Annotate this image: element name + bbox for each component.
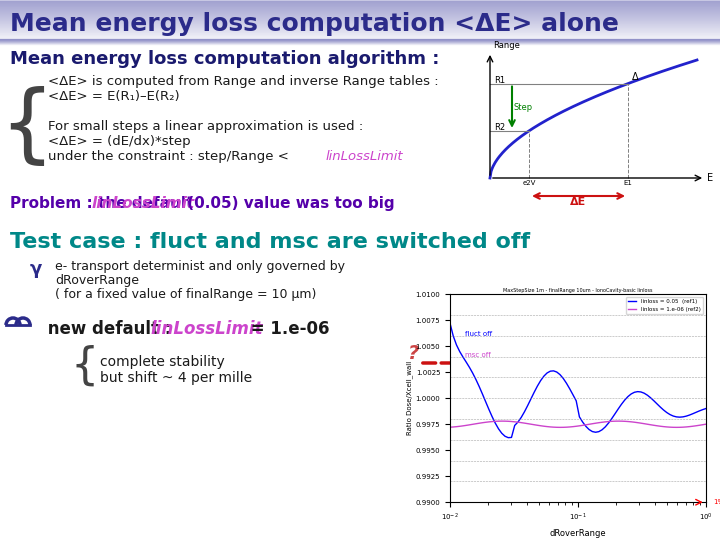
Text: Mean energy loss computation <ΔE> alone: Mean energy loss computation <ΔE> alone bbox=[10, 12, 619, 36]
Text: under the constraint : step/Range <: under the constraint : step/Range < bbox=[48, 150, 293, 163]
Text: e2V: e2V bbox=[523, 180, 536, 186]
Text: but shift ~ 4 per mille: but shift ~ 4 per mille bbox=[100, 371, 252, 385]
Text: e- transport determinist and only governed by: e- transport determinist and only govern… bbox=[55, 260, 345, 273]
Y-axis label: Ratio Dose/Xcell_wall: Ratio Dose/Xcell_wall bbox=[406, 361, 413, 435]
Text: Range: Range bbox=[493, 41, 520, 50]
Text: R2: R2 bbox=[494, 123, 505, 132]
Text: For small steps a linear approximation is used :: For small steps a linear approximation i… bbox=[48, 120, 364, 133]
Text: = 1.e-06: = 1.e-06 bbox=[245, 320, 330, 338]
Text: linLossLimit: linLossLimit bbox=[92, 196, 195, 211]
Text: 1%: 1% bbox=[714, 499, 720, 505]
Text: (0.05) value was too big: (0.05) value was too big bbox=[182, 196, 395, 211]
Text: new default :: new default : bbox=[42, 320, 177, 338]
Text: Problem : the default: Problem : the default bbox=[10, 196, 199, 211]
Text: linLossLimit: linLossLimit bbox=[150, 320, 263, 338]
Text: ΔE: ΔE bbox=[570, 197, 587, 207]
Text: <ΔE> = E(R₁)–E(R₂): <ΔE> = E(R₁)–E(R₂) bbox=[48, 90, 179, 103]
Text: linLossLimit: linLossLimit bbox=[326, 150, 404, 163]
Text: complete stability: complete stability bbox=[100, 355, 225, 369]
Text: dRoverRange: dRoverRange bbox=[55, 274, 139, 287]
Title: MaxStepSize 1m - finalRange 10um - IonoCavity-basic linloss: MaxStepSize 1m - finalRange 10um - IonoC… bbox=[503, 287, 652, 293]
X-axis label: dRoverRange: dRoverRange bbox=[549, 529, 606, 538]
Text: Test case : fluct and msc are switched off: Test case : fluct and msc are switched o… bbox=[10, 232, 530, 252]
Text: Δ: Δ bbox=[632, 72, 639, 82]
Text: γ: γ bbox=[30, 260, 42, 278]
Text: <ΔE> is computed from Range and inverse Range tables :: <ΔE> is computed from Range and inverse … bbox=[48, 75, 438, 88]
Text: Step: Step bbox=[514, 103, 533, 112]
Text: E: E bbox=[707, 173, 713, 183]
Text: ( for a fixed value of finalRange = 10 μm): ( for a fixed value of finalRange = 10 μ… bbox=[55, 288, 316, 301]
Text: E1: E1 bbox=[624, 180, 632, 186]
Text: <ΔE> = (dE/dx)*step: <ΔE> = (dE/dx)*step bbox=[48, 135, 191, 148]
Text: ?: ? bbox=[408, 344, 419, 363]
Text: msc off: msc off bbox=[464, 352, 490, 357]
Text: {: { bbox=[71, 345, 99, 388]
Text: Mean energy loss computation algorithm :: Mean energy loss computation algorithm : bbox=[10, 50, 439, 68]
Legend: linloss = 0.05  (ref1), linloss = 1.e-06 (ref2): linloss = 0.05 (ref1), linloss = 1.e-06 … bbox=[626, 297, 703, 314]
Text: fluct off: fluct off bbox=[464, 331, 492, 337]
Text: {: { bbox=[0, 86, 55, 170]
Text: R1: R1 bbox=[494, 76, 505, 85]
